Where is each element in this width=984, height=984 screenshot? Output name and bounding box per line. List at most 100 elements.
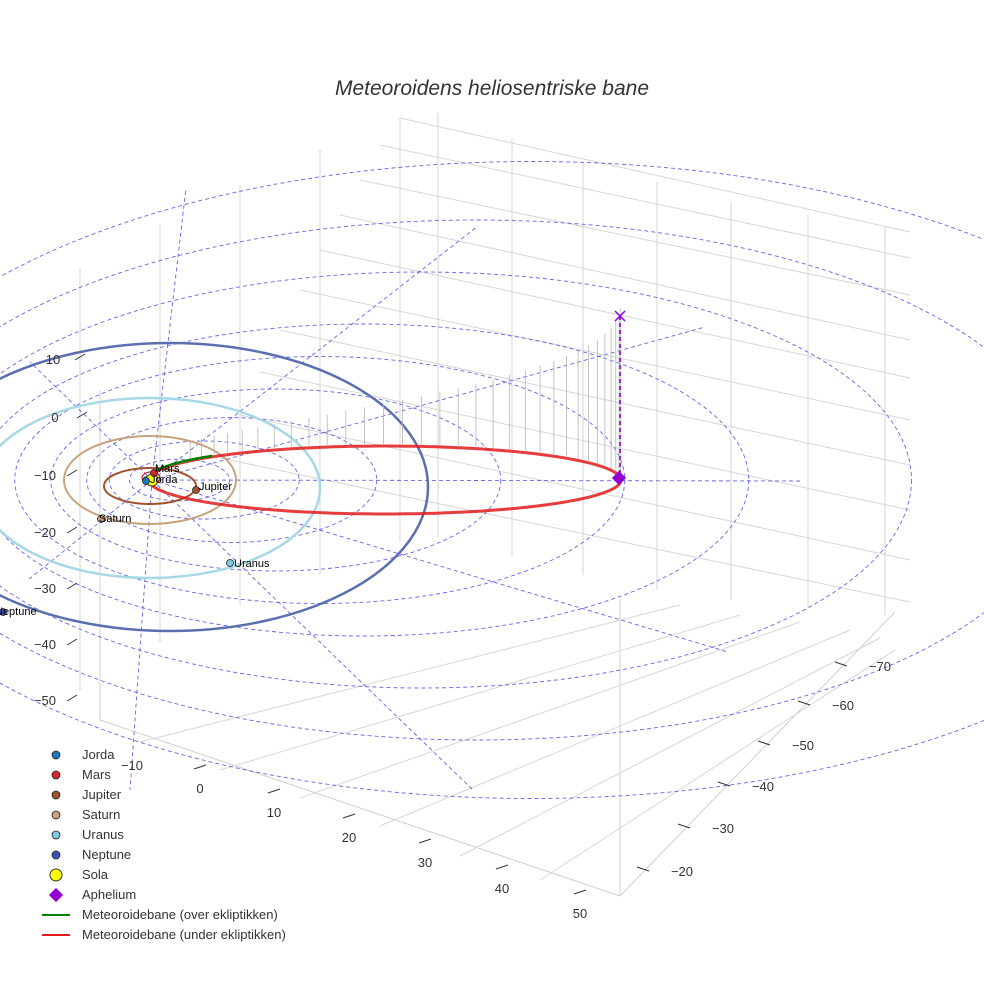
legend-marker xyxy=(48,887,64,903)
z-tick xyxy=(66,638,78,646)
z-tick-label: −40 xyxy=(34,637,56,652)
x-tick-label: 20 xyxy=(342,830,356,845)
legend-label: Saturn xyxy=(82,807,120,822)
x-tick xyxy=(342,813,356,819)
grid-line xyxy=(539,649,896,881)
z-tick-label: 10 xyxy=(46,352,60,367)
x-tick-label: 30 xyxy=(418,855,432,870)
z-tick xyxy=(66,694,78,702)
legend-marker xyxy=(51,770,61,780)
legend-label: Neptune xyxy=(82,847,131,862)
ecliptic-ring xyxy=(50,388,502,572)
grid-line xyxy=(399,117,911,233)
x-tick-label: −10 xyxy=(121,758,143,773)
legend-label: Meteoroidebane (over ekliptikken) xyxy=(82,907,278,922)
legend-label: Aphelium xyxy=(82,887,136,902)
marker-jorda xyxy=(142,477,150,485)
orbit-uranus xyxy=(0,396,322,580)
z-tick-label: −10 xyxy=(34,468,56,483)
marker-uranus xyxy=(226,559,234,567)
y-tick-label: −20 xyxy=(671,864,693,879)
legend-label: Sola xyxy=(82,867,109,882)
x-tick xyxy=(495,864,509,870)
grid-line xyxy=(239,414,911,561)
z-tick xyxy=(66,582,78,590)
y-tick xyxy=(636,866,650,872)
marker-jupiter xyxy=(192,486,200,494)
aphelion-marker xyxy=(611,470,627,486)
ecliptic-ring xyxy=(0,271,912,689)
grid-line xyxy=(319,249,911,379)
grid-edge xyxy=(99,719,621,897)
x-tick xyxy=(418,838,432,844)
grid-line xyxy=(139,604,681,743)
orbit-saturn xyxy=(63,435,237,525)
z-tick-label: −50 xyxy=(34,693,56,708)
label-saturn: Saturn xyxy=(99,513,131,525)
ecliptic-radial xyxy=(151,326,706,481)
grid-line xyxy=(379,629,851,827)
grid-line xyxy=(339,214,911,341)
ecliptic-ring xyxy=(0,323,750,637)
x-tick xyxy=(267,788,281,794)
y-tick xyxy=(834,661,848,667)
grid-line xyxy=(279,329,911,466)
legend-label: Uranus xyxy=(82,827,124,842)
x-tick xyxy=(573,889,587,895)
x-tick-label: 10 xyxy=(267,805,281,820)
ecliptic-radial xyxy=(151,479,474,791)
ecliptic-radial xyxy=(27,479,153,581)
y-tick-label: −70 xyxy=(869,659,891,674)
axis-ticks: 0 10 20 30 40 50 −10 −70 −60 −50 −40 −30 −20 10 0 −10 −2… xyxy=(34,352,891,921)
legend-label: Mars xyxy=(82,767,111,782)
aphelion-top-marker xyxy=(614,310,626,322)
planet-orbits xyxy=(0,341,430,633)
ecliptic-radial xyxy=(129,479,153,791)
legend-marker xyxy=(49,868,63,882)
droplines xyxy=(189,308,622,477)
z-tick xyxy=(66,526,78,534)
grid-line xyxy=(359,179,911,296)
z-tick-label: 0 xyxy=(51,410,58,425)
ecliptic-radial xyxy=(151,479,801,482)
x-tick-label: 50 xyxy=(573,906,587,921)
ecliptic-grid xyxy=(0,161,984,799)
chart-title: Meteoroidens heliosentriske bane xyxy=(335,77,649,100)
label-jupiter: Jupiter xyxy=(199,481,232,493)
ecliptic-ring xyxy=(0,161,984,799)
markers: Mars Jorda Jupiter Saturn Uranus Neptune xyxy=(0,310,627,618)
grid-layer xyxy=(79,113,911,897)
grid-line xyxy=(219,614,741,771)
marker-mars xyxy=(150,469,158,477)
z-tick-label: −20 xyxy=(34,525,56,540)
grid-line xyxy=(379,144,911,259)
z-tick xyxy=(66,469,78,477)
ecliptic-radial xyxy=(29,361,153,481)
label-jorda: Jorda xyxy=(150,474,178,486)
label-uranus: Uranus xyxy=(234,558,270,570)
marker-neptune xyxy=(0,608,7,616)
y-tick-label: −60 xyxy=(832,698,854,713)
z-tick xyxy=(76,411,88,419)
marker-saturn xyxy=(97,515,105,523)
legend-marker xyxy=(51,750,61,760)
y-tick xyxy=(677,823,691,829)
y-tick xyxy=(757,740,771,746)
label-mars: Mars xyxy=(155,463,180,475)
legend-label: Meteoroidebane (under ekliptikken) xyxy=(82,927,286,942)
legend-marker xyxy=(51,830,61,840)
y-tick xyxy=(717,781,731,787)
y-tick-label: −50 xyxy=(792,738,814,753)
x-tick xyxy=(193,764,207,770)
legend-marker xyxy=(51,790,61,800)
x-tick-label: 40 xyxy=(495,881,509,896)
legend: Jorda Mars Jupiter Saturn Uranus Neptune Sola A… xyxy=(42,747,286,942)
orbit-jupiter xyxy=(103,467,197,505)
legend-marker xyxy=(51,810,61,820)
grid-edge xyxy=(619,611,896,897)
z-tick-label: −30 xyxy=(34,581,56,596)
grid-line xyxy=(219,457,911,603)
label-neptune: Neptune xyxy=(0,606,37,618)
grid-line xyxy=(299,621,801,799)
